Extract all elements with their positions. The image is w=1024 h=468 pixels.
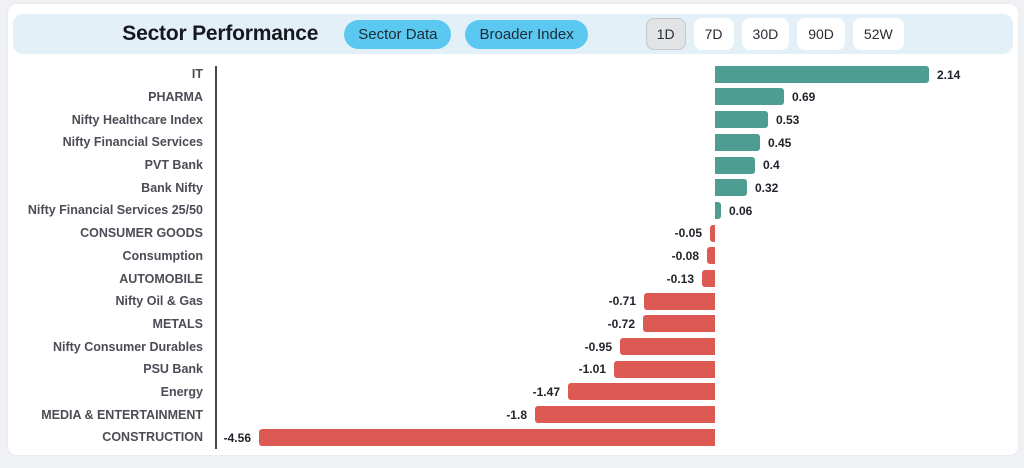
plot-area: -1.01: [216, 358, 1010, 381]
sector-row: IT 2.14: [8, 63, 1010, 86]
bar[interactable]: [715, 88, 784, 106]
bar[interactable]: [707, 247, 715, 265]
sector-row: METALS -0.72: [8, 313, 1010, 336]
sector-row: Nifty Financial Services 25/50 0.06: [8, 199, 1010, 222]
bar[interactable]: [614, 360, 715, 378]
category-label: CONSUMER GOODS: [80, 226, 203, 241]
category-label: PHARMA: [148, 90, 203, 105]
period-button-52w[interactable]: 52W: [852, 18, 904, 50]
bar-value-label: 0.45: [768, 135, 792, 150]
bar[interactable]: [535, 406, 715, 424]
bar[interactable]: [259, 428, 715, 446]
period-button-30d[interactable]: 30D: [741, 18, 790, 50]
plot-area: -4.56: [216, 426, 1010, 449]
bar-value-label: 0.06: [729, 203, 753, 218]
sector-row: Energy -1.47: [8, 381, 1010, 404]
page-title: Sector Performance: [122, 22, 319, 45]
category-label: Bank Nifty: [141, 180, 203, 195]
category-label: PSU Bank: [143, 362, 203, 377]
sector-row: CONSTRUCTION -4.56: [8, 426, 1010, 449]
category-label: PVT Bank: [144, 158, 203, 173]
bar-value-label: -4.56: [223, 430, 251, 445]
sector-row: PHARMA 0.69: [8, 86, 1010, 109]
category-label: Energy: [160, 384, 203, 399]
bar-value-label: -1.8: [506, 407, 527, 422]
plot-area: 2.14: [216, 63, 1010, 86]
bar[interactable]: [715, 179, 747, 197]
bar[interactable]: [644, 292, 715, 310]
chart-rows: IT 2.14 PHARMA 0.69 Nifty Healthcare Index 0.…: [8, 63, 1010, 449]
bar[interactable]: [715, 156, 755, 174]
plot-area: 0.32: [216, 176, 1010, 199]
sector-row: AUTOMOBILE -0.13: [8, 267, 1010, 290]
category-label: Nifty Consumer Durables: [52, 339, 203, 354]
bar-value-label: -0.08: [671, 249, 699, 263]
period-button-7d[interactable]: 7D: [693, 18, 734, 50]
plot-area: 0.69: [216, 86, 1010, 109]
sector-row: Bank Nifty 0.32: [8, 176, 1010, 199]
category-label: Nifty Financial Services 25/50: [27, 203, 203, 218]
plot-area: 0.4: [216, 154, 1010, 177]
plot-area: -0.08: [216, 245, 1010, 268]
sector-performance-card: Sector Performance Sector Data Broader I…: [7, 3, 1019, 456]
bar-value-label: 0.69: [792, 90, 816, 105]
chart-header: Sector Performance Sector Data Broader I…: [13, 14, 1013, 54]
plot-area: -0.71: [216, 290, 1010, 313]
plot-area: -0.95: [216, 335, 1010, 358]
sector-row: Nifty Consumer Durables -0.95: [8, 335, 1010, 358]
category-label: Consumption: [122, 248, 203, 263]
bar-value-label: 0.4: [763, 158, 780, 173]
bar-value-label: 0.53: [776, 112, 800, 127]
plot-area: 0.06: [216, 199, 1010, 222]
category-label: Nifty Healthcare Index: [71, 112, 203, 127]
bar-value-label: 0.32: [755, 180, 779, 195]
category-label: Nifty Financial Services: [62, 135, 203, 150]
bar[interactable]: [702, 269, 715, 287]
period-selector: 1D 7D 30D 90D 52W: [645, 18, 904, 50]
sector-row: CONSUMER GOODS -0.05: [8, 222, 1010, 245]
sector-row: Nifty Healthcare Index 0.53: [8, 108, 1010, 131]
category-label: CONSTRUCTION: [102, 430, 203, 445]
bar[interactable]: [715, 111, 768, 129]
plot-area: -1.47: [216, 381, 1010, 404]
sector-row: MEDIA & ENTERTAINMENT -1.8: [8, 403, 1010, 426]
plot-area: 0.45: [216, 131, 1010, 154]
bar-value-label: -0.05: [674, 226, 702, 241]
category-label: Nifty Oil & Gas: [115, 294, 203, 309]
sector-row: PSU Bank -1.01: [8, 358, 1010, 381]
bar-value-label: -0.72: [607, 317, 635, 332]
plot-area: 0.53: [216, 108, 1010, 131]
plot-area: -0.05: [216, 222, 1010, 245]
sector-data-button[interactable]: Sector Data: [344, 19, 452, 49]
broader-index-button[interactable]: Broader Index: [465, 19, 588, 49]
bar[interactable]: [620, 338, 715, 356]
bar-value-label: -0.71: [608, 294, 636, 309]
bar[interactable]: [715, 133, 760, 151]
bar-value-label: -1.47: [532, 385, 560, 400]
bar-value-label: -0.95: [584, 339, 612, 354]
sector-row: Nifty Oil & Gas -0.71: [8, 290, 1010, 313]
plot-area: -1.8: [216, 403, 1010, 426]
period-button-1d[interactable]: 1D: [645, 18, 686, 50]
bar[interactable]: [715, 201, 721, 219]
sector-bar-chart: IT 2.14 PHARMA 0.69 Nifty Healthcare Index 0.…: [8, 63, 1010, 451]
category-axis-line: [215, 66, 217, 449]
bar-value-label: 2.14: [937, 67, 961, 82]
period-button-90d[interactable]: 90D: [797, 18, 845, 50]
category-label: METALS: [152, 316, 203, 331]
plot-area: -0.72: [216, 313, 1010, 336]
category-label: IT: [191, 67, 203, 82]
sector-row: Nifty Financial Services 0.45: [8, 131, 1010, 154]
category-label: MEDIA & ENTERTAINMENT: [41, 407, 203, 422]
bar[interactable]: [715, 65, 929, 83]
bar-value-label: -1.01: [578, 362, 606, 377]
bar[interactable]: [568, 383, 715, 401]
bar-value-label: -0.13: [666, 271, 694, 286]
category-label: AUTOMOBILE: [119, 271, 203, 286]
bar[interactable]: [710, 224, 715, 242]
plot-area: -0.13: [216, 267, 1010, 290]
sector-row: PVT Bank 0.4: [8, 154, 1010, 177]
bar[interactable]: [643, 315, 715, 333]
sector-row: Consumption -0.08: [8, 245, 1010, 268]
